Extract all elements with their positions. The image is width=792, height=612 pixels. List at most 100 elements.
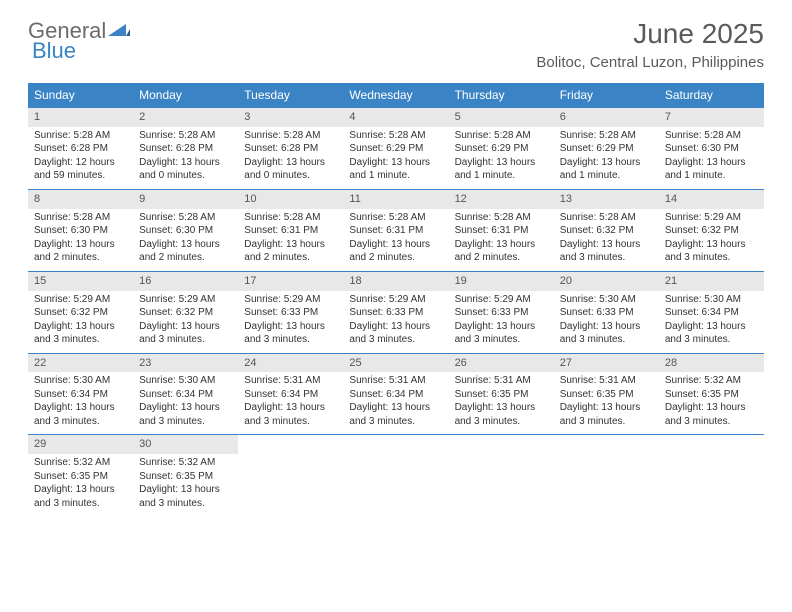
day-of-week-header: Sunday Monday Tuesday Wednesday Thursday… xyxy=(28,83,764,107)
daylight-text: Daylight: 13 hours and 3 minutes. xyxy=(659,401,764,428)
sunrise-text: Sunrise: 5:31 AM xyxy=(343,374,448,388)
logo: General Blue xyxy=(28,18,130,44)
day-number: 26 xyxy=(449,354,554,373)
sunrise-text: Sunrise: 5:29 AM xyxy=(28,293,133,307)
day-cell: 1Sunrise: 5:28 AMSunset: 6:28 PMDaylight… xyxy=(28,108,133,189)
dow-saturday: Saturday xyxy=(659,83,764,107)
day-number: 12 xyxy=(449,190,554,209)
day-number: 20 xyxy=(554,272,659,291)
sunrise-text: Sunrise: 5:28 AM xyxy=(554,211,659,225)
sunset-text: Sunset: 6:32 PM xyxy=(133,306,238,320)
day-number: 6 xyxy=(554,108,659,127)
daylight-text: Daylight: 13 hours and 1 minute. xyxy=(659,156,764,183)
sunset-text: Sunset: 6:32 PM xyxy=(28,306,133,320)
sunset-text: Sunset: 6:34 PM xyxy=(238,388,343,402)
sunset-text: Sunset: 6:29 PM xyxy=(343,142,448,156)
day-number: 9 xyxy=(133,190,238,209)
daylight-text: Daylight: 12 hours and 59 minutes. xyxy=(28,156,133,183)
sunrise-text: Sunrise: 5:28 AM xyxy=(659,129,764,143)
day-number: 4 xyxy=(343,108,448,127)
sunset-text: Sunset: 6:30 PM xyxy=(659,142,764,156)
day-cell: 8 Sunrise: 5:28 AMSunset: 6:30 PMDaylight… xyxy=(28,190,133,271)
day-cell: 2Sunrise: 5:28 AMSunset: 6:28 PMDaylight… xyxy=(133,108,238,189)
sunrise-text: Sunrise: 5:28 AM xyxy=(554,129,659,143)
day-cell: 21Sunrise: 5:30 AMSunset: 6:34 PMDayligh… xyxy=(659,272,764,353)
day-cell: 24Sunrise: 5:31 AMSunset: 6:34 PMDayligh… xyxy=(238,354,343,435)
daylight-text: Daylight: 13 hours and 3 minutes. xyxy=(554,238,659,265)
sunset-text: Sunset: 6:29 PM xyxy=(449,142,554,156)
sunrise-text: Sunrise: 5:29 AM xyxy=(238,293,343,307)
sunset-text: Sunset: 6:35 PM xyxy=(133,470,238,484)
calendar: Sunday Monday Tuesday Wednesday Thursday… xyxy=(28,83,764,516)
sunset-text: Sunset: 6:28 PM xyxy=(28,142,133,156)
day-number: 25 xyxy=(343,354,448,373)
sunset-text: Sunset: 6:31 PM xyxy=(238,224,343,238)
sunset-text: Sunset: 6:30 PM xyxy=(28,224,133,238)
day-number: 13 xyxy=(554,190,659,209)
sunset-text: Sunset: 6:32 PM xyxy=(554,224,659,238)
weeks-container: 1Sunrise: 5:28 AMSunset: 6:28 PMDaylight… xyxy=(28,107,764,516)
day-number: 22 xyxy=(28,354,133,373)
daylight-text: Daylight: 13 hours and 3 minutes. xyxy=(343,401,448,428)
day-cell: 30Sunrise: 5:32 AMSunset: 6:35 PMDayligh… xyxy=(133,435,238,516)
logo-triangle-icon xyxy=(108,18,130,44)
month-title: June 2025 xyxy=(536,18,764,50)
day-cell: 29Sunrise: 5:32 AMSunset: 6:35 PMDayligh… xyxy=(28,435,133,516)
daylight-text: Daylight: 13 hours and 0 minutes. xyxy=(238,156,343,183)
daylight-text: Daylight: 13 hours and 3 minutes. xyxy=(133,401,238,428)
title-block: June 2025 Bolitoc, Central Luzon, Philip… xyxy=(536,18,764,71)
sunrise-text: Sunrise: 5:28 AM xyxy=(343,129,448,143)
sunrise-text: Sunrise: 5:28 AM xyxy=(133,129,238,143)
daylight-text: Daylight: 13 hours and 3 minutes. xyxy=(554,320,659,347)
daylight-text: Daylight: 13 hours and 1 minute. xyxy=(449,156,554,183)
daylight-text: Daylight: 13 hours and 2 minutes. xyxy=(449,238,554,265)
daylight-text: Daylight: 13 hours and 0 minutes. xyxy=(133,156,238,183)
day-number: 27 xyxy=(554,354,659,373)
daylight-text: Daylight: 13 hours and 2 minutes. xyxy=(343,238,448,265)
day-cell: 14Sunrise: 5:29 AMSunset: 6:32 PMDayligh… xyxy=(659,190,764,271)
day-number: 24 xyxy=(238,354,343,373)
day-number: 11 xyxy=(343,190,448,209)
sunrise-text: Sunrise: 5:28 AM xyxy=(449,211,554,225)
day-cell: 5Sunrise: 5:28 AMSunset: 6:29 PMDaylight… xyxy=(449,108,554,189)
day-cell: 15Sunrise: 5:29 AMSunset: 6:32 PMDayligh… xyxy=(28,272,133,353)
sunset-text: Sunset: 6:34 PM xyxy=(343,388,448,402)
day-number: 29 xyxy=(28,435,133,454)
dow-thursday: Thursday xyxy=(449,83,554,107)
daylight-text: Daylight: 13 hours and 2 minutes. xyxy=(133,238,238,265)
sunset-text: Sunset: 6:33 PM xyxy=(343,306,448,320)
sunset-text: Sunset: 6:28 PM xyxy=(238,142,343,156)
sunrise-text: Sunrise: 5:29 AM xyxy=(449,293,554,307)
sunrise-text: Sunrise: 5:28 AM xyxy=(238,129,343,143)
day-cell: 16Sunrise: 5:29 AMSunset: 6:32 PMDayligh… xyxy=(133,272,238,353)
week-row: 8Sunrise: 5:28 AMSunset: 6:30 PMDaylight… xyxy=(28,189,764,271)
day-cell: 17Sunrise: 5:29 AMSunset: 6:33 PMDayligh… xyxy=(238,272,343,353)
sunrise-text: Sunrise: 5:32 AM xyxy=(28,456,133,470)
day-number: 28 xyxy=(659,354,764,373)
daylight-text: Daylight: 13 hours and 2 minutes. xyxy=(28,238,133,265)
week-row: 22Sunrise: 5:30 AMSunset: 6:34 PMDayligh… xyxy=(28,353,764,435)
day-cell: 28Sunrise: 5:32 AMSunset: 6:35 PMDayligh… xyxy=(659,354,764,435)
day-number: 15 xyxy=(28,272,133,291)
sunset-text: Sunset: 6:31 PM xyxy=(449,224,554,238)
day-cell xyxy=(554,435,659,516)
daylight-text: Daylight: 13 hours and 3 minutes. xyxy=(133,483,238,510)
dow-monday: Monday xyxy=(133,83,238,107)
day-cell: 23Sunrise: 5:30 AMSunset: 6:34 PMDayligh… xyxy=(133,354,238,435)
sunrise-text: Sunrise: 5:28 AM xyxy=(449,129,554,143)
day-number: 8 xyxy=(28,190,133,209)
sunset-text: Sunset: 6:33 PM xyxy=(449,306,554,320)
day-cell: 13 Sunrise: 5:28 AMSunset: 6:32 PMDayligh… xyxy=(554,190,659,271)
sunrise-text: Sunrise: 5:32 AM xyxy=(133,456,238,470)
day-number: 3 xyxy=(238,108,343,127)
sunrise-text: Sunrise: 5:31 AM xyxy=(449,374,554,388)
sunrise-text: Sunrise: 5:32 AM xyxy=(659,374,764,388)
day-number: 1 xyxy=(28,108,133,127)
sunrise-text: Sunrise: 5:28 AM xyxy=(133,211,238,225)
dow-sunday: Sunday xyxy=(28,83,133,107)
sunrise-text: Sunrise: 5:29 AM xyxy=(343,293,448,307)
day-cell: 6Sunrise: 5:28 AMSunset: 6:29 PMDaylight… xyxy=(554,108,659,189)
day-number: 7 xyxy=(659,108,764,127)
sunrise-text: Sunrise: 5:28 AM xyxy=(28,211,133,225)
day-number: 16 xyxy=(133,272,238,291)
